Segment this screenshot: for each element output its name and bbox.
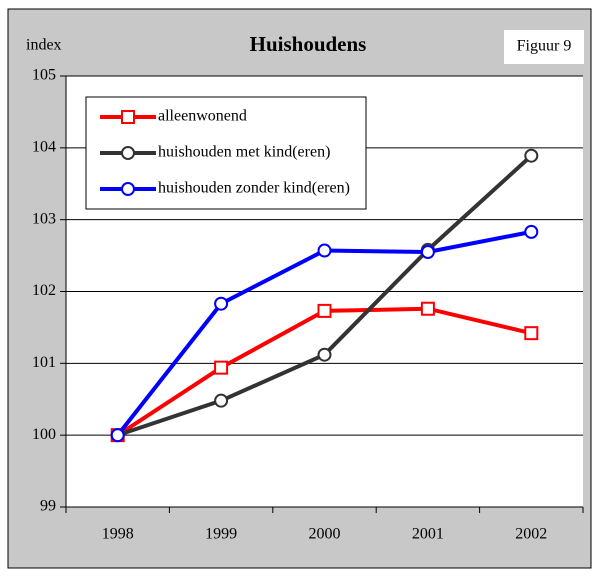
marker (214, 393, 229, 408)
marker (317, 303, 332, 318)
y-tick-label: 101 (32, 354, 56, 371)
marker (524, 148, 539, 163)
y-tick-label: 100 (32, 426, 56, 443)
legend-label: huishouden zonder kind(eren) (158, 180, 350, 197)
y-tick-label: 102 (32, 282, 56, 299)
marker (524, 326, 539, 341)
legend: alleenwonend huishouden met kind(eren) hui… (85, 96, 367, 210)
legend-marker (121, 182, 135, 196)
legend-label: huishouden met kind(eren) (158, 144, 330, 161)
annotation: Figuur 9 (517, 38, 572, 55)
x-tick-label: 2001 (412, 526, 444, 543)
marker (214, 360, 229, 375)
y-tick-label: 105 (32, 67, 56, 84)
y-tick-label: 103 (32, 210, 56, 227)
marker (420, 244, 435, 259)
x-tick-label: 1999 (205, 526, 237, 543)
x-tick-label: 2002 (515, 526, 547, 543)
chart-title: Huishoudens (250, 32, 367, 56)
legend-label: alleenwonend (158, 108, 247, 125)
y-tick-label: 99 (40, 498, 56, 515)
legend-marker (121, 146, 135, 160)
y-axis-label: index (26, 37, 62, 54)
x-tick-label: 2000 (309, 526, 341, 543)
x-tick-label: 1998 (102, 526, 134, 543)
marker (214, 296, 229, 311)
marker (317, 243, 332, 258)
marker (420, 301, 435, 316)
marker (110, 428, 125, 443)
legend-marker (121, 110, 135, 124)
marker (317, 347, 332, 362)
y-tick-label: 104 (32, 139, 56, 156)
marker (524, 224, 539, 239)
annotation-box (504, 30, 584, 64)
